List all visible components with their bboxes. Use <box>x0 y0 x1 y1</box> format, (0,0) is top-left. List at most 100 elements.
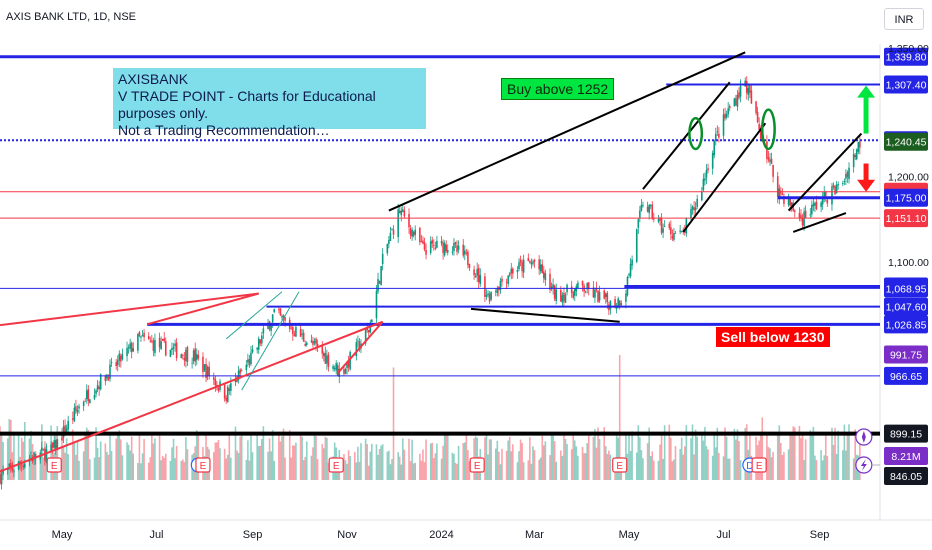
volume-bar <box>300 434 302 480</box>
volume-bar <box>509 437 511 480</box>
candle-body <box>478 268 480 282</box>
x-tick-label: Nov <box>337 529 357 541</box>
candle-body <box>311 340 313 341</box>
volume-bar <box>74 443 76 480</box>
candle-body <box>706 170 708 178</box>
volume-bar <box>270 451 272 480</box>
candle-body <box>408 214 410 227</box>
volume-bar <box>713 432 715 480</box>
candle-body <box>749 86 751 93</box>
candle-body <box>382 254 384 264</box>
candle-body <box>772 165 774 177</box>
candle-body <box>794 210 796 211</box>
candle-body <box>227 387 229 402</box>
currency-button[interactable]: INR <box>884 8 924 30</box>
volume-bar <box>433 458 435 480</box>
candle-body <box>642 205 644 206</box>
x-tick-label: Mar <box>525 529 544 541</box>
volume-bar <box>811 435 813 480</box>
volume-bar <box>641 450 643 480</box>
candle-body <box>402 209 404 212</box>
volume-bar <box>596 448 598 480</box>
candle-body <box>397 209 399 237</box>
candle-body <box>52 442 54 448</box>
candle-body <box>149 341 151 342</box>
volume-bar <box>551 435 553 480</box>
info-note[interactable]: AXISBANK V TRADE POINT - Charts for Educ… <box>113 68 426 129</box>
volume-bar <box>684 446 686 480</box>
candle-body <box>599 292 601 300</box>
candle-body <box>284 317 286 320</box>
volume-bar <box>354 452 356 480</box>
volume-bar <box>847 434 849 480</box>
event-marker-label: E <box>51 461 58 472</box>
volume-bar <box>625 433 627 480</box>
candle-body <box>789 199 791 206</box>
volume-bar <box>510 451 512 480</box>
candle-body <box>301 334 303 335</box>
volume-bar <box>771 457 773 480</box>
candle-body <box>679 230 681 231</box>
buy-label[interactable]: Buy above 1252 <box>501 78 614 100</box>
volume-bar <box>562 456 564 480</box>
volume-bar <box>659 445 661 480</box>
candle-body <box>162 339 164 341</box>
volume-bar <box>642 458 644 480</box>
candle-body <box>153 341 155 351</box>
candle-body <box>196 354 198 360</box>
candle-body <box>625 294 627 302</box>
volume-bar <box>740 460 742 480</box>
volume-bar <box>349 456 351 480</box>
candle-body <box>507 276 509 284</box>
candle-body <box>520 260 522 262</box>
volume-bar <box>182 459 184 480</box>
candle-body <box>529 261 531 263</box>
down-arrow-icon <box>857 180 875 192</box>
candle-body <box>497 289 499 293</box>
volume-bar <box>290 458 292 480</box>
candle-body <box>53 440 55 447</box>
volume-bar <box>77 441 79 480</box>
candle-body <box>74 408 76 421</box>
time-axis[interactable]: May Jul Sep Nov 2024 Mar May Jul Sep <box>52 529 830 541</box>
price-axis[interactable]: 1,339.801,307.401,242.201,240.451,181.90… <box>884 43 929 485</box>
candle-body <box>639 211 641 218</box>
candle-body <box>751 90 753 103</box>
volume-bar <box>153 444 155 480</box>
sell-label[interactable]: Sell below 1230 <box>716 327 830 347</box>
candle-body <box>528 258 530 261</box>
volume-bar <box>489 439 491 480</box>
candle-body <box>273 309 275 312</box>
candle-body <box>105 376 107 381</box>
candle-body <box>563 293 565 301</box>
volume-bar <box>360 443 362 480</box>
volume-bar <box>563 433 565 480</box>
volume-bar <box>673 460 675 480</box>
volume-bar <box>228 435 230 480</box>
candle-body <box>325 353 327 364</box>
candle-body <box>55 440 57 449</box>
volume-bar <box>159 436 161 480</box>
candle-body <box>117 360 119 365</box>
candle-body <box>377 279 379 291</box>
volume-bar <box>227 455 229 480</box>
volume-bar <box>549 455 551 480</box>
volume-bar <box>22 442 24 480</box>
candle-body <box>734 98 736 106</box>
volume-tag-label: 8.21M <box>891 451 920 463</box>
candle-body <box>280 308 282 315</box>
candle-body <box>334 368 336 369</box>
symbol-title[interactable]: AXIS BANK LTD, 1D, NSE <box>6 11 136 23</box>
candle-body <box>681 231 683 232</box>
volume-bar <box>435 453 437 480</box>
volume-bar <box>456 464 458 480</box>
candle-body <box>306 343 308 345</box>
candle-body <box>321 346 323 353</box>
candle-body <box>693 207 695 210</box>
volume-bar <box>410 461 412 480</box>
candle-body <box>120 356 122 362</box>
candle-body <box>650 205 652 206</box>
volume-bar <box>679 449 681 480</box>
volume-bar <box>639 437 641 480</box>
candle-body <box>174 344 176 347</box>
